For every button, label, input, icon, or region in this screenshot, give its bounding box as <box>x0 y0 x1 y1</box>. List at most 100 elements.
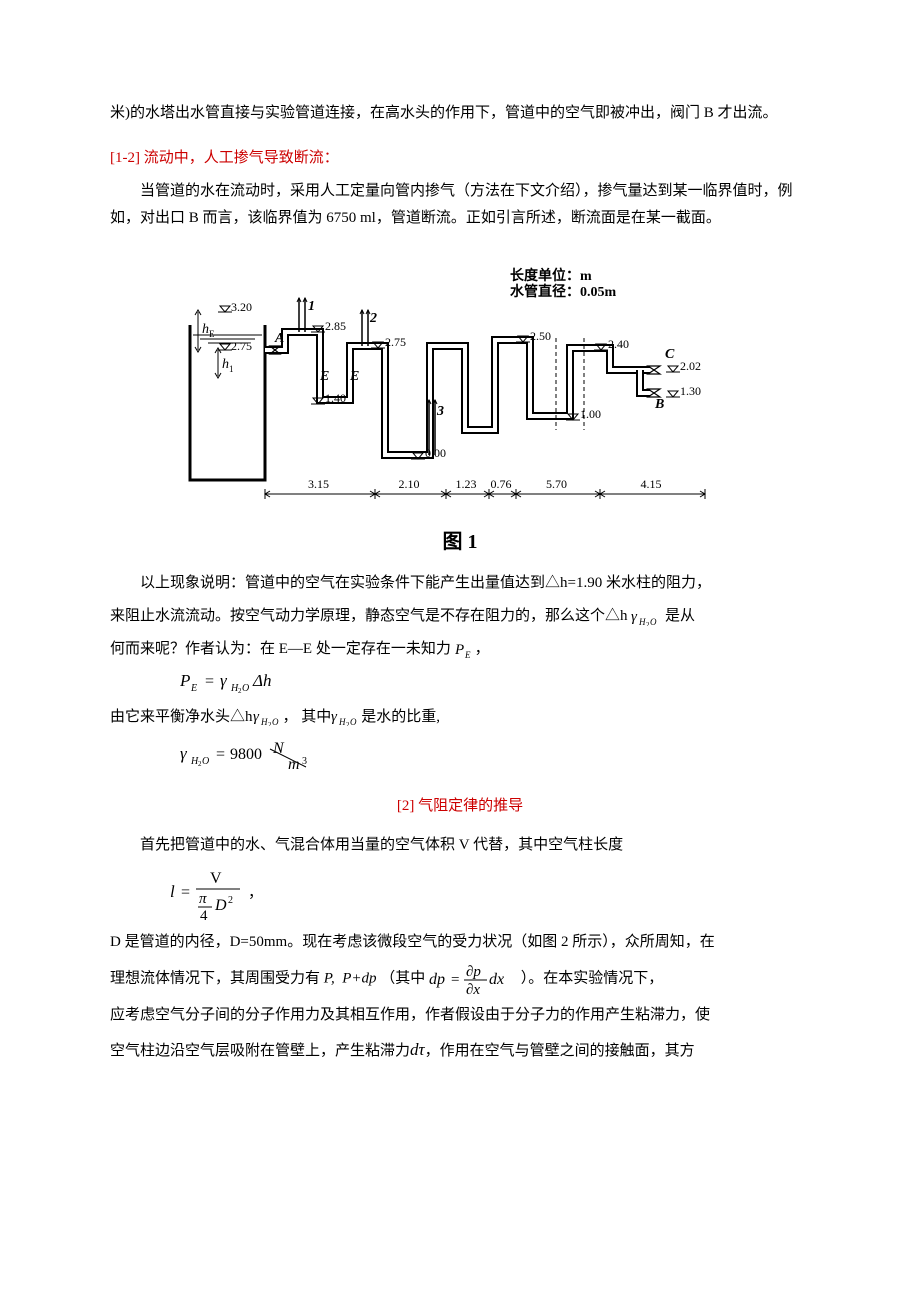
svg-text:O: O <box>242 683 249 694</box>
formula-gamma-value: γ H 2 O = 9800 N m 3 <box>180 737 810 777</box>
svg-text:π: π <box>199 891 207 907</box>
svg-text:γ: γ <box>631 609 638 625</box>
svg-text:E: E <box>190 683 197 694</box>
figure-1-diagram: 长度单位：m水管直径：0.05m3.202.75hEh12.852.751.40… <box>180 250 740 510</box>
svg-text:O: O <box>350 717 357 726</box>
text-span: 是从 <box>665 608 695 624</box>
text-span: （其中 <box>380 970 429 986</box>
svg-text:2.85: 2.85 <box>325 319 346 333</box>
section-heading-2: [2] 气阻定律的推导 <box>110 793 810 820</box>
svg-text:=: = <box>205 673 214 690</box>
math-p-pdp: P, P+dp <box>324 970 377 986</box>
svg-text:2: 2 <box>228 895 233 906</box>
figure-1-container: 长度单位：m水管直径：0.05m3.202.75hEh12.852.751.40… <box>110 250 810 560</box>
text-span: 是水的比重, <box>361 709 440 725</box>
text-span: 来阻止水流流动。按空气动力学原理，静态空气是不存在阻力的，那么这个△h <box>110 608 628 624</box>
svg-text:1.40: 1.40 <box>325 391 346 405</box>
math-dp: dp = ∂p ∂x dx <box>429 970 521 986</box>
svg-text:l: l <box>170 882 175 901</box>
svg-text:dp: dp <box>429 971 445 988</box>
text-span: ， <box>475 641 490 657</box>
svg-text:长度单位：m: 长度单位：m <box>510 267 592 284</box>
svg-text:3.15: 3.15 <box>308 477 329 491</box>
svg-text:H: H <box>338 717 346 726</box>
svg-text:=: = <box>451 972 459 988</box>
text-span: ， 其中 <box>283 709 332 725</box>
svg-text:m: m <box>288 756 300 773</box>
math-gamma-h2o-3: γH2O <box>331 709 361 725</box>
svg-text:h: h <box>202 322 209 337</box>
svg-text:B: B <box>654 397 664 412</box>
math-gamma-h2o-2: γH2O <box>253 709 283 725</box>
svg-text:∂x: ∂x <box>466 982 480 996</box>
svg-text:A: A <box>274 331 284 346</box>
svg-text:O: O <box>202 756 209 767</box>
math-gamma-h2o: γH2O <box>628 608 666 624</box>
svg-text:γ: γ <box>331 709 338 725</box>
svg-text:5.70: 5.70 <box>546 477 567 491</box>
text-span: ）。在本实验情况下， <box>521 970 664 986</box>
svg-text:N: N <box>272 740 285 757</box>
svg-text:2: 2 <box>369 311 377 326</box>
svg-text:γ: γ <box>180 744 188 763</box>
svg-text:，: ， <box>248 885 263 901</box>
paragraph-2-1: 首先把管道中的水、气混合体用当量的空气体积 V 代替，其中空气柱长度 <box>110 832 810 859</box>
paragraph-mid-1: 由它来平衡净水头△hγH2O， 其中γH2O是水的比重, <box>110 704 810 731</box>
svg-text:H: H <box>638 617 646 626</box>
svg-text:水管直径：0.05m: 水管直径：0.05m <box>510 283 616 300</box>
svg-text:V: V <box>210 870 222 887</box>
svg-text:E: E <box>349 369 359 384</box>
formula-l: l = V π 4 D 2 ， <box>170 865 810 923</box>
svg-text:O: O <box>650 617 657 626</box>
svg-text:γ: γ <box>253 709 260 725</box>
svg-text:2.75: 2.75 <box>231 339 252 353</box>
text-span: ，作用在空气与管壁之间的接触面，其方 <box>425 1043 695 1059</box>
math-PE: PE <box>455 641 475 657</box>
svg-text:H: H <box>260 717 268 726</box>
paragraph-2-3: 理想流体情况下，其周围受力有 P, P+dp （其中 dp = ∂p ∂x dx… <box>110 962 810 996</box>
svg-text:4.15: 4.15 <box>641 477 662 491</box>
svg-text:P: P <box>455 642 464 658</box>
svg-text:0.76: 0.76 <box>491 477 512 491</box>
text-span: 何而来呢？作者认为：在 E—E 处一定存在一未知力 <box>110 641 455 657</box>
svg-text:1.30: 1.30 <box>680 384 701 398</box>
paragraph-1-2: 当管道的水在流动时，采用人工定量向管内掺气（方法在下文介绍），掺气量达到某一临界… <box>110 178 810 232</box>
svg-text:3: 3 <box>436 404 444 419</box>
svg-text:h: h <box>222 357 229 372</box>
svg-text:C: C <box>665 347 675 362</box>
svg-text:D: D <box>214 897 227 914</box>
text-span: 空气柱边沿空气层吸附在管壁上，产生粘滞力 <box>110 1043 410 1059</box>
paragraph-2-4: 应考虑空气分子间的分子作用力及其相互作用，作者假设由于分子力的作用产生粘滞力，使 <box>110 1002 810 1029</box>
formula-pe: P E = γ H 2 O Δh <box>180 669 810 698</box>
paragraph-after-fig-3: 何而来呢？作者认为：在 E—E 处一定存在一未知力 PE， <box>110 636 810 663</box>
paragraph-continuation: 米)的水塔出水管直接与实验管道连接，在高水头的作用下，管道中的空气即被冲出，阀门… <box>110 100 810 127</box>
section-heading-1-2: [1-2] 流动中，人工掺气导致断流： <box>110 145 810 172</box>
svg-text:1.00: 1.00 <box>580 407 601 421</box>
svg-text:γ: γ <box>220 671 228 690</box>
svg-text:=: = <box>181 884 190 901</box>
svg-text:4: 4 <box>200 908 208 923</box>
svg-text:2.02: 2.02 <box>680 359 701 373</box>
svg-text:dx: dx <box>489 971 504 988</box>
svg-text:3: 3 <box>302 756 307 767</box>
svg-text:∂p: ∂p <box>466 964 481 980</box>
svg-text:=: = <box>216 746 225 763</box>
svg-text:2.40: 2.40 <box>608 337 629 351</box>
svg-text:1: 1 <box>229 364 234 374</box>
paragraph-after-fig-1: 以上现象说明：管道中的空气在实验条件下能产生出量值达到△h=1.90 米水柱的阻… <box>110 570 810 597</box>
svg-text:2.50: 2.50 <box>530 329 551 343</box>
svg-text:E: E <box>319 369 329 384</box>
svg-text:P: P <box>180 671 190 690</box>
text-span: 由它来平衡净水头△h <box>110 709 253 725</box>
math-dtau: dτ <box>410 1040 425 1059</box>
paragraph-2-5: 空气柱边沿空气层吸附在管壁上，产生粘滞力dτ，作用在空气与管壁之间的接触面，其方 <box>110 1035 810 1066</box>
svg-text:1.23: 1.23 <box>456 477 477 491</box>
svg-text:E: E <box>209 329 215 339</box>
paragraph-2-2: D 是管道的内径，D=50mm。现在考虑该微段空气的受力状况（如图 2 所示），… <box>110 929 810 956</box>
svg-text:O: O <box>272 717 279 726</box>
figure-1-caption: 图 1 <box>110 524 810 560</box>
svg-text:9800: 9800 <box>230 746 262 763</box>
svg-text:3.20: 3.20 <box>231 300 252 314</box>
svg-text:2.75: 2.75 <box>385 335 406 349</box>
text-span: 理想流体情况下，其周围受力有 <box>110 970 324 986</box>
